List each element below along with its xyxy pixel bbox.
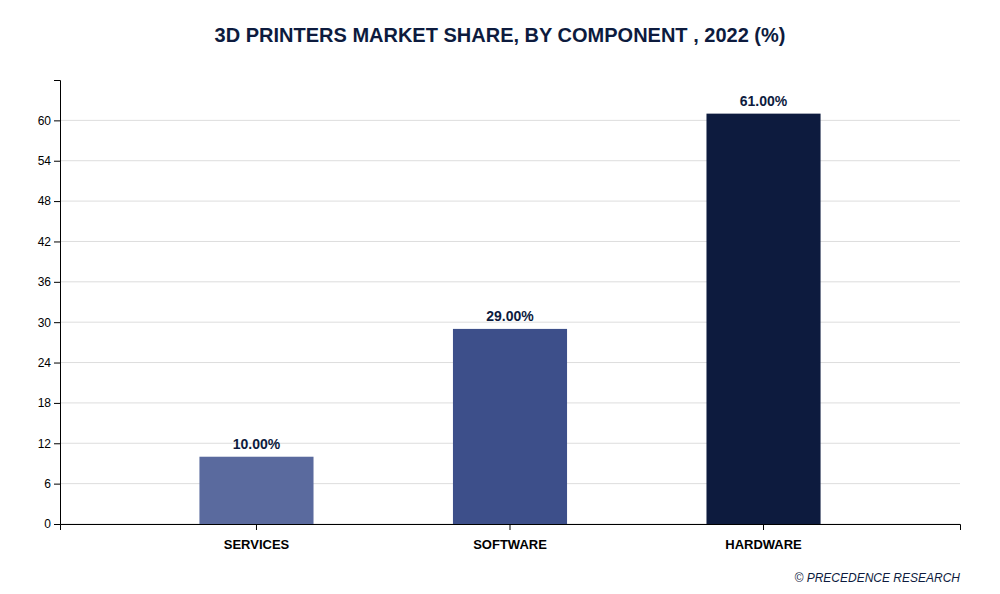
grid-line (60, 120, 960, 121)
bars (199, 114, 820, 524)
y-tick-mark (54, 120, 60, 121)
y-tick-mark (54, 403, 60, 404)
y-tick-mark (54, 484, 60, 485)
y-tick-mark (54, 322, 60, 323)
y-tick: 12 (38, 437, 60, 451)
y-tick: 48 (38, 194, 60, 208)
y-tick: 42 (38, 235, 60, 249)
y-tick-mark (54, 241, 60, 242)
y-tick-mark (54, 161, 60, 162)
grid-line (60, 201, 960, 202)
y-tick: 54 (38, 154, 60, 168)
grid-line (60, 160, 960, 161)
x-axis: SERVICES SOFTWARE HARDWARE (61, 524, 961, 552)
y-tick: 30 (38, 316, 60, 330)
y-tick-label: 24 (38, 356, 52, 370)
y-tick: 18 (38, 396, 60, 410)
chart: 3D PRINTERS MARKET SHARE, BY COMPONENT ,… (0, 0, 1000, 594)
y-tick-label: 30 (38, 316, 52, 330)
y-tick-label: 48 (38, 194, 52, 208)
x-tick-mark (763, 524, 764, 530)
y-tick-label: 0 (44, 517, 51, 531)
y-tick: 6 (44, 477, 60, 491)
y-tick: 36 (38, 275, 60, 289)
data-labels: 10.00% 29.00% 61.00% (233, 93, 788, 452)
y-tick-label: 36 (38, 275, 52, 289)
x-tick: SOFTWARE (473, 524, 547, 552)
grid (60, 120, 960, 524)
x-tick-label: SERVICES (224, 537, 290, 552)
bar (706, 114, 820, 524)
title: 3D PRINTERS MARKET SHARE, BY COMPONENT ,… (215, 24, 786, 46)
data-label: 10.00% (233, 436, 281, 452)
y-tick-label: 12 (38, 437, 52, 451)
x-axis-line (61, 525, 961, 531)
y-axis-line (54, 81, 61, 525)
y-tick: 24 (38, 356, 60, 370)
x-tick: SERVICES (224, 524, 290, 552)
y-tick-label: 6 (44, 477, 51, 491)
x-tick-label: SOFTWARE (473, 537, 547, 552)
y-tick-mark (54, 363, 60, 364)
y-tick: 60 (38, 114, 60, 128)
x-tick-mark (256, 524, 257, 530)
grid-line (60, 241, 960, 242)
bar (199, 457, 313, 524)
data-label: 61.00% (740, 93, 788, 109)
x-tick-label: HARDWARE (725, 537, 802, 552)
annotation: © PRECEDENCE RESEARCH (794, 571, 960, 585)
data-label: 29.00% (486, 308, 534, 324)
bar (453, 329, 567, 524)
y-tick-label: 60 (38, 114, 52, 128)
grid-line (60, 281, 960, 282)
y-tick-mark (54, 201, 60, 202)
y-tick: 0 (44, 517, 60, 531)
x-tick-mark (510, 524, 511, 530)
y-tick-label: 42 (38, 235, 52, 249)
x-tick: HARDWARE (725, 524, 802, 552)
y-tick-mark (54, 282, 60, 283)
y-tick-mark (54, 524, 60, 525)
y-tick-mark (54, 443, 60, 444)
plot: 0 6 12 18 24 30 36 42 48 54 60 SERVICES SOFTWARE HARD… (38, 81, 961, 552)
y-axis: 0 6 12 18 24 30 36 42 48 54 60 (38, 81, 61, 532)
y-tick-label: 54 (38, 154, 52, 168)
y-tick-label: 18 (38, 396, 52, 410)
